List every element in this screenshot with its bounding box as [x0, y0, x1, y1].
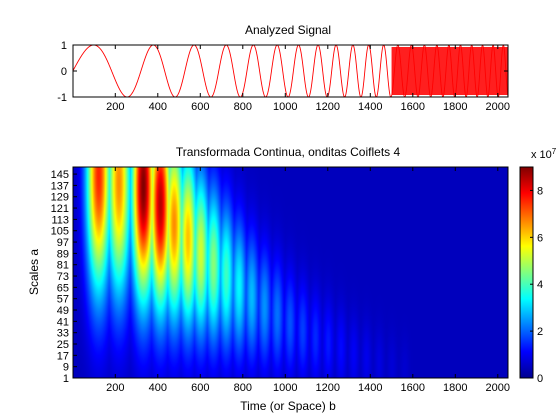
- signal-x-tick-label: 400: [149, 101, 167, 113]
- scalogram-title: Transformada Continua, onditas Coiflets …: [176, 145, 401, 159]
- signal-y-tick-label: 1: [61, 40, 67, 52]
- signal-x-tick-label: 200: [106, 101, 124, 113]
- scalogram-x-tick-label: 1800: [443, 382, 467, 394]
- scalogram-y-tick-label: 97: [57, 237, 69, 249]
- signal-x-tick-label: 600: [191, 101, 209, 113]
- colorbar-ticks: 0 2 4 6 8: [530, 185, 543, 385]
- scalogram-y-tick-label: 129: [51, 192, 69, 204]
- scalogram-y-tick-label: 49: [57, 305, 69, 317]
- scalogram-y-tick-label: 89: [57, 248, 69, 260]
- scalogram-y-tick-label: 9: [63, 362, 69, 374]
- scalogram-x-tick-label: 200: [106, 382, 124, 394]
- scalogram-y-tick-label: 57: [57, 294, 69, 306]
- scalogram-ylabel: Scales a: [27, 249, 41, 295]
- signal-x-tick-label: 2000: [486, 101, 510, 113]
- colorbar-tick-label: 0: [537, 373, 543, 385]
- scalogram-y-tick-label: 41: [57, 316, 69, 328]
- scalogram-y-tick-label: 145: [51, 169, 69, 181]
- scalogram-image: [73, 167, 508, 378]
- signal-title: Analyzed Signal: [245, 23, 331, 37]
- colorbar: 0 2 4 6 8 x 107: [519, 147, 557, 385]
- scalogram-y-tick-label: 25: [57, 339, 69, 351]
- scalogram-x-tick-label: 1200: [316, 382, 340, 394]
- signal-x-tick-label: 1200: [316, 101, 340, 113]
- colorbar-gradient: [519, 166, 534, 379]
- colorbar-tick-label: 4: [537, 279, 543, 291]
- signal-x-tick-label: 1800: [443, 101, 467, 113]
- scalogram-x-tick-label: 800: [234, 382, 252, 394]
- signal-x-ticks: 200 400 600 800 1000 1200 1400 1600 1800 2000: [106, 45, 510, 113]
- scalogram-x-tick-label: 1000: [273, 382, 297, 394]
- signal-x-tick-label: 1400: [358, 101, 382, 113]
- scalogram-x-tick-label: 400: [149, 382, 167, 394]
- colorbar-exponent-label: x 107: [531, 147, 557, 161]
- signal-axes: Analyzed Signal 200 400 600 800 1000 1200 1400…: [57, 23, 510, 113]
- signal-line: [72, 44, 509, 98]
- scalogram-y-tick-label: 17: [57, 350, 69, 362]
- scalogram-axes: Transformada Continua, onditas Coiflets …: [27, 145, 510, 413]
- signal-y-tick-label: -1: [57, 92, 67, 104]
- colorbar-tick-label: 2: [537, 326, 543, 338]
- signal-x-tick-label: 1600: [401, 101, 425, 113]
- scalogram-x-tick-label: 600: [191, 382, 209, 394]
- scalogram-x-tick-label: 2000: [486, 382, 510, 394]
- colorbar-exponent-value: 7: [552, 147, 557, 156]
- signal-x-tick-label: 800: [234, 101, 252, 113]
- scalogram-frame: [72, 166, 509, 379]
- scalogram-y-tick-label: 1: [63, 373, 69, 385]
- scalogram-y-tick-label: 65: [57, 282, 69, 294]
- scalogram-y-tick-label: 105: [51, 226, 69, 238]
- signal-x-tick-label: 1000: [273, 101, 297, 113]
- scalogram-y-tick-label: 73: [57, 271, 69, 283]
- scalogram-y-ticks: 1917253341495765738189971051131211291371…: [51, 169, 77, 385]
- scalogram-x-tick-label: 1600: [401, 382, 425, 394]
- scalogram-heatmap: [73, 167, 508, 378]
- scalogram-y-tick-label: 113: [51, 214, 69, 226]
- colorbar-tick-label: 6: [537, 232, 543, 244]
- signal-y-ticks: 1 0 -1: [57, 40, 508, 104]
- signal-y-tick-label: 0: [61, 66, 67, 78]
- scalogram-xlabel: Time (or Space) b: [240, 399, 336, 413]
- scalogram-x-ticks: 200 400 600 800 1000 1200 1400 1600 1800 2000: [106, 167, 510, 394]
- signal-dense-band: [391, 47, 508, 95]
- scalogram-y-tick-label: 121: [51, 203, 69, 215]
- scalogram-y-tick-label: 81: [57, 260, 69, 272]
- scalogram-y-tick-label: 137: [51, 180, 69, 192]
- scalogram-x-tick-label: 1400: [358, 382, 382, 394]
- scalogram-y-tick-label: 33: [57, 328, 69, 340]
- colorbar-tick-label: 8: [537, 185, 543, 197]
